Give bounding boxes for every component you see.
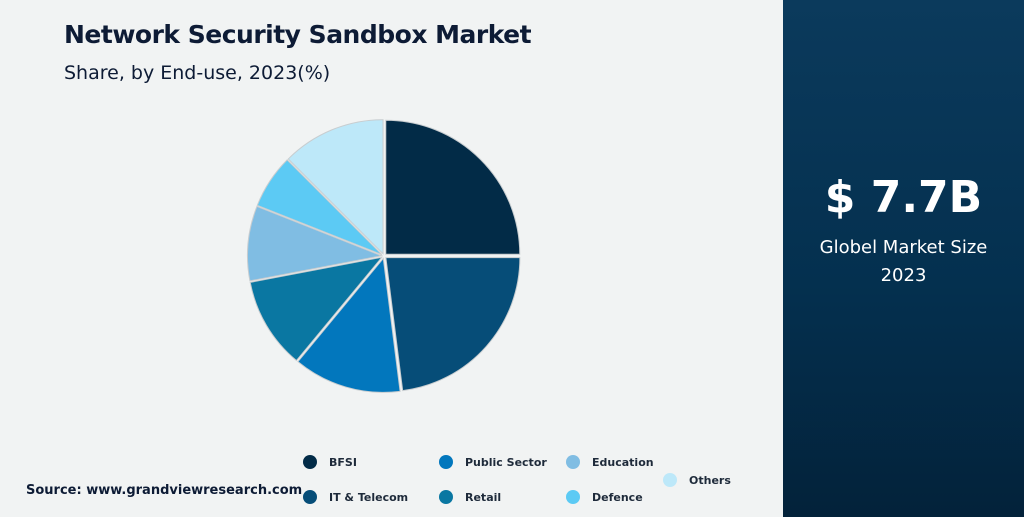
legend-swatch bbox=[439, 490, 453, 504]
legend-item-others: Others bbox=[663, 473, 731, 487]
legend-swatch bbox=[566, 455, 580, 469]
pie-slice-others bbox=[287, 119, 384, 255]
legend-item-bfsi: BFSI bbox=[303, 455, 357, 469]
legend-label: Retail bbox=[465, 490, 502, 504]
legend-label: Defence bbox=[592, 490, 643, 504]
legend-label: Public Sector bbox=[465, 455, 547, 469]
legend-swatch bbox=[663, 473, 677, 487]
chart-title: Network Security Sandbox Market bbox=[64, 20, 532, 49]
legend-swatch bbox=[439, 455, 453, 469]
legend-label: IT & Telecom bbox=[329, 490, 409, 504]
legend-item-public-sector: Public Sector bbox=[439, 455, 547, 469]
legend-swatch bbox=[303, 490, 317, 504]
market-size-year: 2023 bbox=[880, 265, 927, 286]
legend-item-retail: Retail bbox=[439, 490, 501, 504]
legend-label: Education bbox=[592, 455, 654, 469]
pie-slice-bfsi bbox=[385, 119, 521, 255]
pie-slice-it-telecom bbox=[385, 257, 521, 392]
legend-item-education: Education bbox=[566, 455, 654, 469]
legend-item-it-telecom: IT & Telecom bbox=[303, 490, 408, 504]
pie-slice-defence bbox=[256, 159, 383, 256]
source-text: Source: www.grandviewresearch.com bbox=[26, 483, 303, 498]
legend-label: BFSI bbox=[329, 455, 357, 469]
legend-label: Others bbox=[689, 473, 731, 487]
pie-chart bbox=[247, 119, 521, 393]
market-size-label-line1: Globel Market Size bbox=[819, 237, 988, 258]
market-size-value: $ 7.7B bbox=[824, 172, 983, 223]
pie-slice-public-sector bbox=[297, 257, 401, 393]
market-size-panel: $ 7.7B Globel Market Size 2023 bbox=[783, 0, 1024, 517]
legend-swatch bbox=[566, 490, 580, 504]
pie-slice-education bbox=[247, 205, 384, 282]
market-size-label: Globel Market Size 2023 bbox=[783, 234, 1024, 290]
legend-item-defence: Defence bbox=[566, 490, 643, 504]
chart-subtitle: Share, by End-use, 2023(%) bbox=[64, 62, 331, 84]
legend-swatch bbox=[303, 455, 317, 469]
pie-slice-retail bbox=[249, 256, 384, 362]
